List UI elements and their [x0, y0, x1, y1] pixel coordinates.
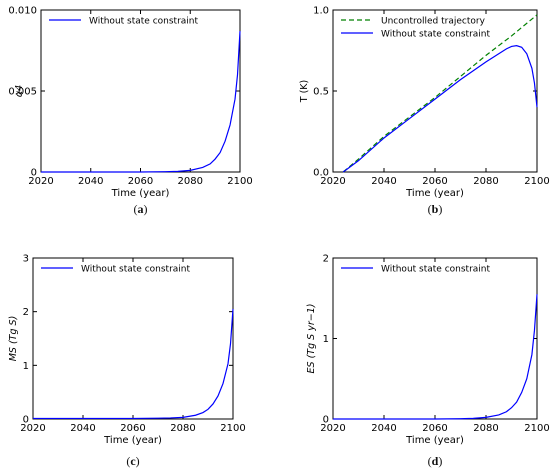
panel-caption: (d) [428, 454, 443, 468]
x-tick-label: 2080 [473, 423, 498, 434]
legend-entry: Without state constraint [89, 17, 198, 27]
plot-frame [40, 9, 241, 173]
y-tick-label: 2 [323, 254, 329, 265]
series-line-0 [333, 294, 538, 420]
x-tick-label: 2060 [128, 176, 153, 187]
panel-caption: (c) [126, 454, 139, 468]
plot-frame [32, 257, 234, 420]
y-axis-label: T (K) [299, 80, 310, 103]
x-tick-label: 2060 [422, 423, 447, 434]
panel-caption: (b) [428, 202, 443, 216]
x-tick-label: 2020 [320, 423, 345, 434]
y-axis-label: α4 [14, 85, 25, 97]
panel-d: 2020 2040 2060 2080 2100 0 1 2 Without state con… [306, 254, 550, 469]
legend-entry: Without state constraint [381, 265, 490, 275]
y-tick-label: 1 [23, 361, 29, 372]
x-tick-label: 2100 [220, 423, 245, 434]
x-tick-label: 2060 [120, 423, 145, 434]
x-tick-label: 2020 [320, 176, 345, 187]
series-line-0 [41, 31, 241, 173]
x-tick-label: 2040 [70, 423, 95, 434]
x-axis-label: Time (year) [405, 435, 464, 446]
x-tick-label: 2100 [524, 423, 549, 434]
x-tick-label: 2080 [473, 176, 498, 187]
y-tick-label: 0 [323, 415, 329, 426]
x-axis-label: Time (year) [405, 188, 464, 199]
x-axis-label: Time (year) [103, 435, 162, 446]
y-tick-label: 2 [23, 307, 29, 318]
series-line-0 [33, 308, 234, 420]
x-tick-label: 2040 [371, 176, 396, 187]
x-tick-label: 2040 [371, 423, 396, 434]
plot-frame [332, 257, 538, 420]
y-axis-label: MS (Tg S) [8, 316, 19, 362]
panel-a: 2020 2040 2060 2080 2100 0 0.005 0.010 Without s… [8, 6, 252, 217]
y-tick-label: 0.0 [313, 168, 329, 179]
y-tick-label: 0 [31, 168, 37, 179]
x-tick-label: 2080 [178, 176, 203, 187]
y-axis-label: ES (Tg S yr−1) [306, 304, 317, 374]
y-tick-label: 1.0 [313, 6, 329, 17]
legend-entry: Without state constraint [381, 30, 490, 40]
panel-caption: (a) [134, 202, 148, 216]
legend-entry: Uncontrolled trajectory [381, 17, 486, 27]
series-line-1 [342, 45, 538, 173]
x-tick-label: 2100 [524, 176, 549, 187]
y-tick-label: 0.5 [313, 87, 329, 98]
y-tick-label: 1 [323, 334, 329, 345]
x-tick-label: 2040 [78, 176, 103, 187]
x-tick-label: 2020 [28, 176, 53, 187]
panel-c: 2020 2040 2060 2080 2100 0 1 2 3 Without state co… [8, 254, 246, 469]
y-tick-label: 0 [23, 415, 29, 426]
y-tick-label: 3 [23, 254, 29, 265]
x-tick-label: 2060 [422, 176, 447, 187]
x-tick-label: 2100 [227, 176, 252, 187]
panel-b: 2020 2040 2060 2080 2100 0.0 0.5 1.0 Uncontrolle… [299, 6, 550, 217]
x-tick-label: 2080 [170, 423, 195, 434]
x-axis-label: Time (year) [111, 188, 170, 199]
y-tick-label: 0.010 [8, 6, 37, 17]
y-tick-label: 0.005 [8, 87, 37, 98]
x-tick-label: 2020 [20, 423, 45, 434]
legend-entry: Without state constraint [81, 265, 190, 275]
